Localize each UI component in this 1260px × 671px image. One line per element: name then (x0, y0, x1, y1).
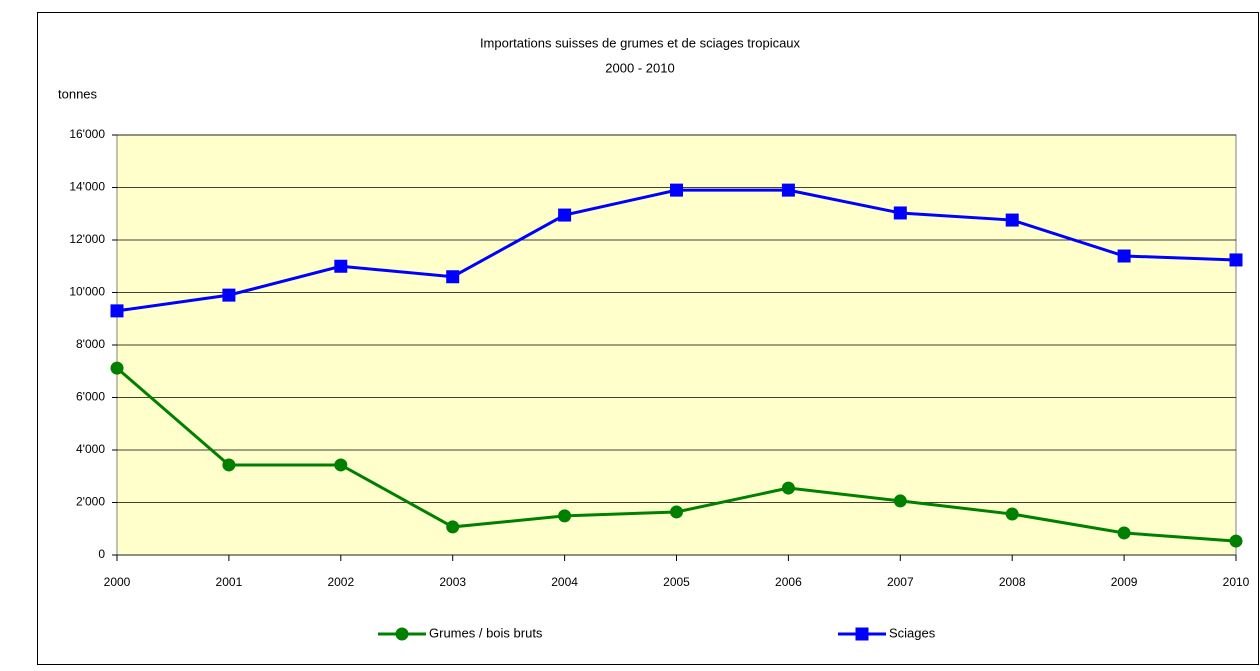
marker (1005, 507, 1019, 521)
y-tick-label: 4'000 (76, 442, 105, 456)
y-tick-label: 2'000 (76, 495, 105, 509)
marker (558, 509, 572, 523)
chart-subtitle: 2000 - 2010 (605, 60, 674, 75)
y-tick-label: 10'000 (69, 285, 105, 299)
x-tick-label: 2008 (999, 575, 1026, 589)
y-tick-label: 12'000 (69, 232, 105, 246)
x-tick-label: 2004 (551, 575, 578, 589)
x-tick-label: 2002 (327, 575, 354, 589)
x-tick-label: 2001 (216, 575, 243, 589)
marker (110, 304, 124, 318)
legend-label: Sciages (889, 625, 936, 640)
x-tick-label: 2006 (775, 575, 802, 589)
marker (446, 270, 460, 284)
x-tick-label: 2000 (104, 575, 131, 589)
legend-label: Grumes / bois bruts (429, 625, 543, 640)
y-axis-label: tonnes (58, 86, 98, 101)
marker (1117, 526, 1131, 540)
chart-title: Importations suisses de grumes et de sci… (480, 35, 801, 50)
x-tick-label: 2010 (1223, 575, 1250, 589)
marker (855, 627, 869, 641)
marker (222, 288, 236, 302)
marker (893, 206, 907, 220)
marker (781, 481, 795, 495)
x-tick-label: 2007 (887, 575, 914, 589)
marker (395, 627, 409, 641)
marker (334, 458, 348, 472)
y-tick-label: 8'000 (76, 337, 105, 351)
marker (558, 208, 572, 222)
y-tick-label: 16'000 (69, 127, 105, 141)
marker (110, 361, 124, 375)
marker (781, 183, 795, 197)
x-tick-label: 2003 (439, 575, 466, 589)
x-tick-label: 2005 (663, 575, 690, 589)
y-tick-label: 6'000 (76, 390, 105, 404)
marker (1229, 534, 1243, 548)
marker (893, 494, 907, 508)
marker (446, 520, 460, 534)
marker (1117, 249, 1131, 263)
marker (1229, 253, 1243, 267)
y-tick-label: 14'000 (69, 180, 105, 194)
marker (334, 259, 348, 273)
x-tick-label: 2009 (1111, 575, 1138, 589)
y-tick-label: 0 (98, 547, 105, 561)
marker (670, 183, 683, 197)
marker (1005, 213, 1019, 227)
marker (222, 458, 236, 472)
marker (670, 505, 683, 519)
